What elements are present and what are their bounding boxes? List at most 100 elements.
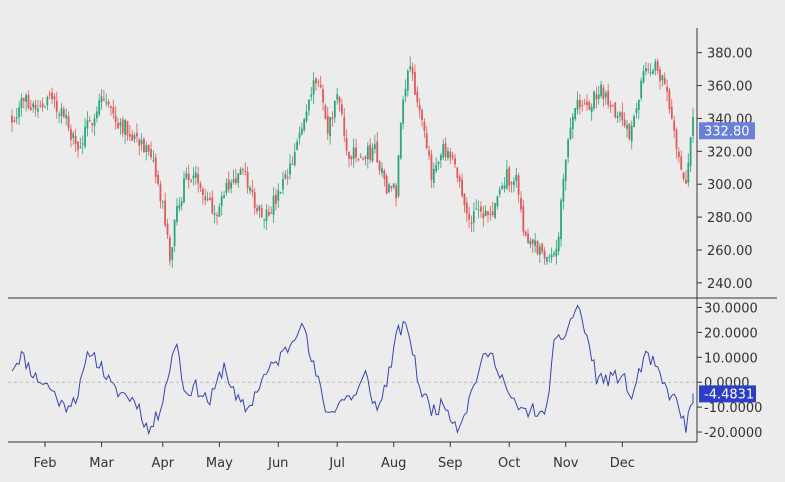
candle xyxy=(138,137,141,156)
candle xyxy=(310,86,313,101)
candle xyxy=(185,167,188,181)
candle xyxy=(140,133,143,152)
candle xyxy=(439,152,442,169)
price-y-tick-label: 300.00 xyxy=(707,178,753,193)
candle xyxy=(77,141,79,158)
candle xyxy=(635,102,638,119)
candle xyxy=(152,150,155,163)
candle xyxy=(458,174,461,188)
candle xyxy=(456,166,459,183)
candle xyxy=(590,103,593,121)
candle xyxy=(223,190,225,199)
candle xyxy=(359,153,362,159)
candle xyxy=(513,177,515,193)
price-y-tick-label: 360.00 xyxy=(707,80,753,95)
candle xyxy=(352,138,355,168)
candle xyxy=(484,205,487,217)
candle xyxy=(437,160,440,170)
candle xyxy=(70,124,72,148)
candle xyxy=(308,99,310,116)
candle xyxy=(25,93,28,112)
candle xyxy=(135,123,138,143)
candle xyxy=(324,103,327,120)
candle xyxy=(291,156,294,165)
price-y-tick-label: 240.00 xyxy=(707,277,753,292)
candle xyxy=(72,131,75,145)
candle xyxy=(430,149,433,189)
candle xyxy=(548,253,551,263)
candle xyxy=(475,199,478,210)
candle xyxy=(538,242,541,263)
candle xyxy=(689,136,692,172)
candle xyxy=(451,151,454,161)
oscillator-panel xyxy=(8,304,697,436)
candle xyxy=(275,188,277,211)
candle xyxy=(560,198,562,247)
candle xyxy=(79,137,82,149)
candle xyxy=(121,116,124,138)
candle xyxy=(270,206,273,214)
x-tick-label: Feb xyxy=(33,456,56,471)
candle xyxy=(338,95,341,112)
candle xyxy=(218,203,221,218)
candle xyxy=(303,117,306,133)
candle xyxy=(201,186,204,205)
candle xyxy=(131,129,134,141)
candle xyxy=(626,119,628,138)
candle xyxy=(449,147,452,164)
candle xyxy=(555,239,558,265)
candle xyxy=(91,122,94,133)
candle xyxy=(376,132,379,163)
candle xyxy=(418,98,421,119)
candle xyxy=(256,204,258,215)
candle xyxy=(406,68,409,97)
osc-y-tick-label: 20.0000 xyxy=(704,326,758,341)
candle xyxy=(84,117,86,149)
candle xyxy=(383,168,386,187)
candle xyxy=(501,182,504,191)
candle xyxy=(98,93,101,117)
candle xyxy=(317,78,320,87)
candle xyxy=(581,99,584,112)
candle xyxy=(336,87,339,105)
candle xyxy=(461,173,463,198)
candle xyxy=(348,151,350,168)
candle xyxy=(527,228,529,245)
candle xyxy=(95,106,98,123)
candle xyxy=(230,179,233,194)
candle xyxy=(578,94,581,115)
candle xyxy=(18,101,20,125)
candle xyxy=(463,193,466,213)
price-panel xyxy=(11,56,694,268)
candle xyxy=(567,137,570,164)
candle xyxy=(435,157,438,173)
candle xyxy=(600,81,603,99)
candle xyxy=(371,143,374,163)
candle xyxy=(102,89,105,102)
candle xyxy=(411,62,414,82)
candle xyxy=(666,79,668,102)
candle xyxy=(685,170,687,185)
candle xyxy=(86,111,89,137)
x-tick-label: Oct xyxy=(498,456,520,471)
candle xyxy=(628,123,631,141)
candle xyxy=(279,191,282,195)
candle xyxy=(491,201,494,217)
candle xyxy=(362,156,365,161)
candle xyxy=(423,118,426,139)
candle xyxy=(616,111,619,124)
candle xyxy=(209,192,211,201)
candle xyxy=(105,93,108,107)
x-tick-label: Mar xyxy=(89,456,114,471)
candle xyxy=(633,114,635,128)
candle xyxy=(322,84,324,111)
candle xyxy=(286,168,289,186)
candle xyxy=(237,172,240,188)
candle xyxy=(117,117,119,129)
candle xyxy=(647,62,650,74)
x-tick-label: Aug xyxy=(381,456,406,471)
candle xyxy=(251,180,254,197)
candle xyxy=(15,108,18,124)
candle xyxy=(416,86,419,108)
osc-y-tick-label: -10.0000 xyxy=(704,401,762,416)
